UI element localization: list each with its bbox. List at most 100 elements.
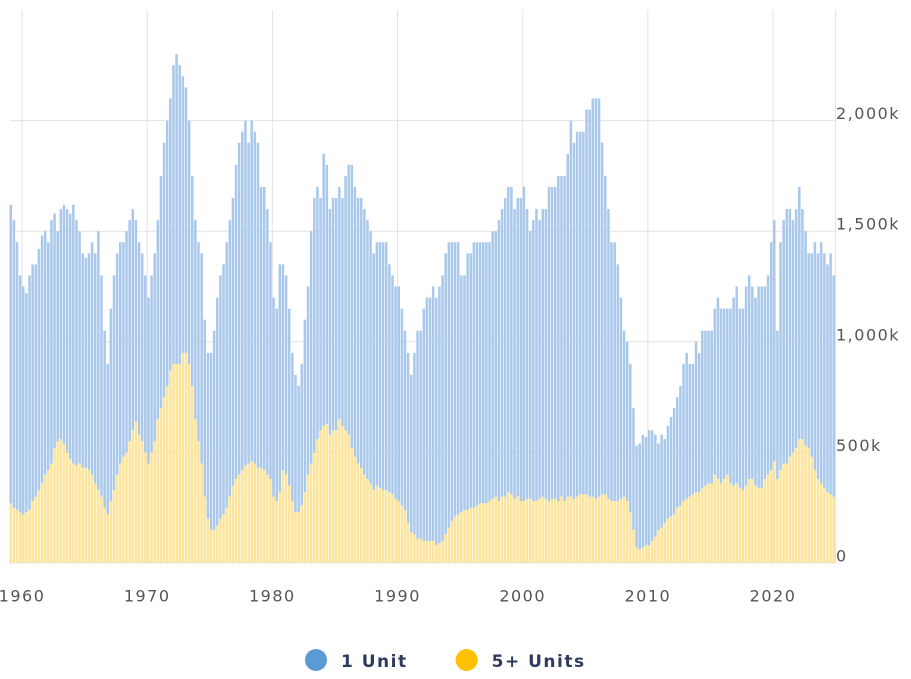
- bar: [78, 231, 81, 464]
- bar: [597, 98, 601, 497]
- bar: [90, 242, 94, 475]
- bar: [153, 253, 156, 442]
- bar: [610, 242, 613, 502]
- bar: [444, 253, 447, 535]
- bar: [112, 275, 116, 491]
- bar: [40, 235, 44, 484]
- bar: [37, 248, 41, 491]
- bar: [284, 275, 288, 475]
- bar: [794, 447, 798, 563]
- bar: [716, 297, 720, 479]
- bar: [726, 474, 729, 563]
- bar: [722, 478, 726, 563]
- bar: [572, 498, 576, 563]
- bar: [760, 487, 764, 563]
- bar: [328, 209, 332, 435]
- bar: [178, 363, 181, 563]
- bar: [406, 352, 410, 524]
- bar: [200, 253, 203, 464]
- bar: [600, 142, 604, 495]
- legend-marker: [305, 649, 327, 671]
- bar: [297, 386, 300, 513]
- bar: [773, 220, 776, 462]
- bar: [93, 253, 97, 484]
- bar: [801, 209, 804, 440]
- bar: [40, 483, 44, 563]
- bar: [338, 186, 341, 420]
- bar: [34, 264, 38, 497]
- bar: [50, 463, 53, 563]
- bar: [447, 527, 451, 563]
- bar: [594, 498, 598, 563]
- bar: [206, 352, 210, 519]
- bar: [247, 463, 250, 563]
- bar: [657, 529, 660, 563]
- bar: [829, 253, 832, 495]
- y-tick-label: 2,000k: [836, 104, 900, 123]
- bar: [532, 220, 535, 502]
- bar: [259, 467, 263, 563]
- bar: [103, 507, 106, 563]
- bar: [184, 87, 188, 353]
- bar: [466, 509, 469, 563]
- bar: [707, 330, 710, 484]
- bar: [528, 498, 532, 563]
- bar: [422, 308, 426, 541]
- bar: [406, 523, 410, 563]
- bar: [776, 330, 779, 479]
- bar: [685, 352, 688, 499]
- bar: [106, 363, 110, 515]
- bar: [550, 498, 554, 563]
- bar: [619, 297, 623, 499]
- bar: [669, 417, 673, 517]
- bar: [744, 485, 748, 563]
- bar: [328, 434, 332, 563]
- bar: [754, 485, 757, 563]
- bar: [363, 474, 366, 563]
- bar: [244, 120, 247, 466]
- bar: [747, 478, 751, 563]
- bar: [175, 363, 178, 563]
- bar: [375, 242, 379, 486]
- bar: [256, 142, 260, 468]
- bar: [438, 286, 441, 544]
- bar: [134, 220, 138, 422]
- bar: [528, 231, 532, 499]
- bar: [519, 198, 523, 502]
- bar: [194, 419, 197, 563]
- bar: [162, 142, 166, 398]
- bar: [632, 408, 635, 530]
- bar: [241, 470, 244, 563]
- bar: [701, 487, 704, 563]
- bar: [65, 209, 69, 453]
- bar: [228, 496, 232, 563]
- bar: [87, 253, 91, 471]
- bar: [450, 520, 454, 563]
- bar: [707, 483, 710, 563]
- bar: [259, 186, 263, 468]
- bar: [106, 514, 110, 563]
- bar: [503, 198, 507, 497]
- bar: [34, 496, 38, 563]
- bar: [647, 430, 651, 546]
- bar: [450, 242, 454, 521]
- bar: [216, 297, 219, 526]
- bar: [275, 501, 278, 563]
- legend-marker: [455, 649, 478, 671]
- bar: [56, 441, 59, 563]
- bar: [181, 352, 185, 563]
- bar: [131, 209, 135, 431]
- bar: [31, 501, 34, 563]
- bar: [197, 441, 200, 563]
- bar: [431, 540, 435, 563]
- bar: [72, 204, 75, 464]
- bar: [72, 463, 75, 563]
- bar: [669, 516, 673, 563]
- bar: [278, 264, 282, 493]
- bar: [776, 478, 779, 563]
- bar: [359, 198, 363, 468]
- bar: [588, 496, 591, 563]
- bar: [650, 540, 654, 563]
- bar: [15, 242, 19, 510]
- bar: [203, 319, 207, 497]
